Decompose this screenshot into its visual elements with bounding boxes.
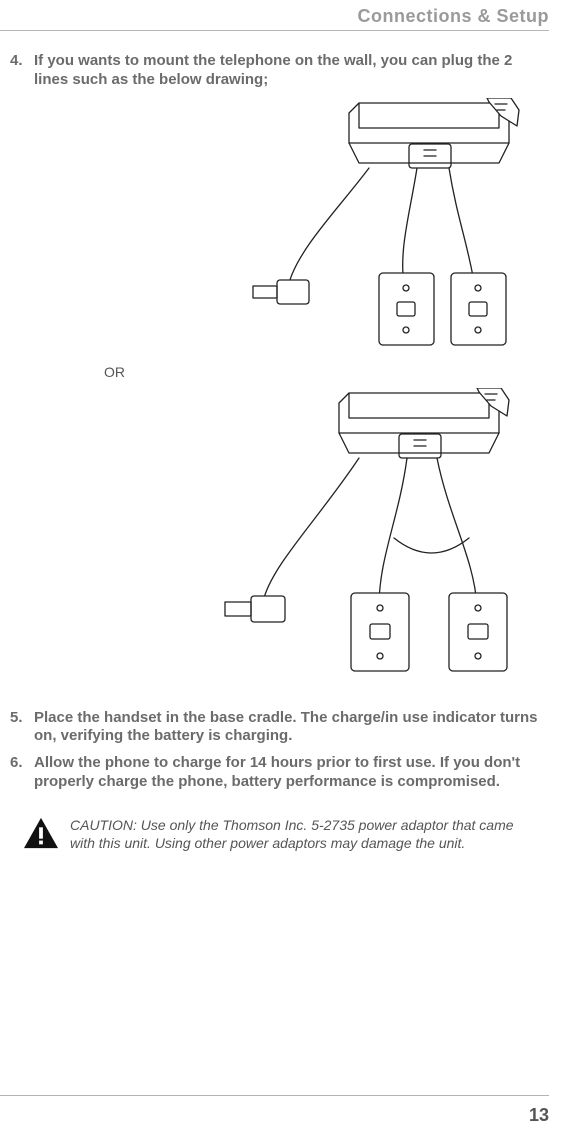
page-number: 13 — [529, 1105, 549, 1126]
section-header: Connections & Setup — [357, 6, 549, 27]
step-text: If you wants to mount the telephone on t… — [34, 52, 549, 90]
step-number: 4. — [10, 52, 34, 69]
step-text: Place the handset in the base cradle. Th… — [34, 709, 549, 747]
warning-icon — [22, 816, 60, 850]
step-number: 5. — [10, 709, 34, 726]
header-divider — [0, 30, 549, 31]
caution-text: CAUTION: Use only the Thomson Inc. 5-273… — [70, 816, 541, 852]
step-5: 5. Place the handset in the base cradle.… — [10, 709, 549, 747]
diagram-1-wrap — [10, 98, 555, 358]
page-content: 4. If you wants to mount the telephone o… — [10, 52, 549, 852]
step-text: Allow the phone to charge for 14 hours p… — [34, 754, 549, 792]
caution-box: CAUTION: Use only the Thomson Inc. 5-273… — [10, 816, 549, 852]
step-6: 6. Allow the phone to charge for 14 hour… — [10, 754, 549, 792]
step-4: 4. If you wants to mount the telephone o… — [10, 52, 549, 90]
or-separator: OR — [104, 364, 549, 380]
wall-mount-diagram-2 — [219, 388, 549, 683]
wall-mount-diagram-1 — [249, 98, 549, 358]
footer-divider — [0, 1095, 549, 1096]
diagram-2-wrap — [10, 388, 555, 683]
step-number: 6. — [10, 754, 34, 771]
